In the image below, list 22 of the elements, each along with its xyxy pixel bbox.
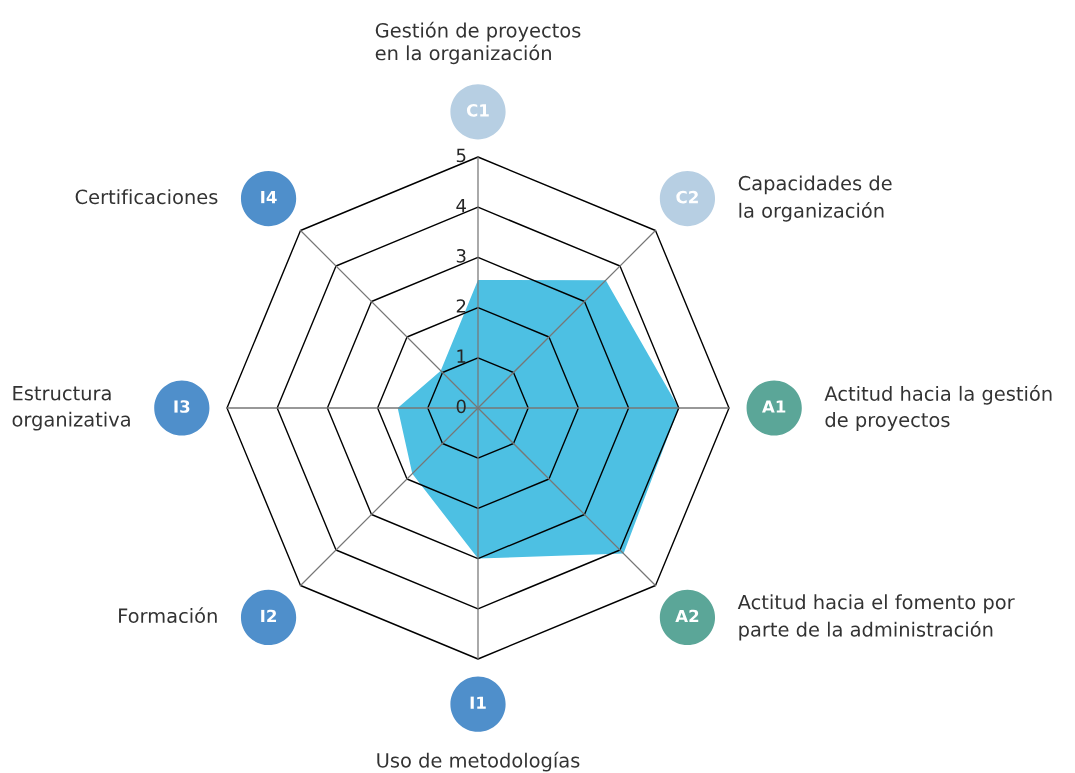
y-tick-label: 4 bbox=[456, 199, 466, 213]
text: C2 bbox=[676, 190, 698, 204]
y-tick-label: 3 bbox=[456, 248, 466, 263]
text: I4 bbox=[261, 191, 277, 204]
y-tick-label: 5 bbox=[456, 148, 466, 163]
y-tick-label: 0 bbox=[456, 399, 466, 414]
text: I2 bbox=[261, 609, 277, 623]
text: A1 bbox=[762, 400, 786, 413]
text: I1 bbox=[470, 696, 486, 709]
spoke-label: Capacidades de la organización bbox=[738, 175, 892, 222]
y-tick-label: 2 bbox=[456, 299, 466, 313]
spoke-label: Actitud hacia el fomento por parte de la administración bbox=[737, 594, 1015, 641]
spoke-label: Formación bbox=[119, 607, 217, 624]
text: C1 bbox=[466, 104, 489, 117]
spoke-label: Uso de metodologías bbox=[377, 751, 580, 772]
text: I3 bbox=[174, 400, 190, 413]
y-tick-label: 1 bbox=[457, 349, 466, 363]
spoke-label: Estructura organizativa bbox=[12, 386, 130, 431]
spoke-label: Gestión de proyectos en la organización bbox=[375, 21, 581, 65]
spoke-label: Actitud hacia la gestión de proyectos bbox=[824, 385, 1052, 431]
spoke-label: Certificaciones bbox=[75, 189, 218, 205]
text: A2 bbox=[675, 609, 699, 623]
